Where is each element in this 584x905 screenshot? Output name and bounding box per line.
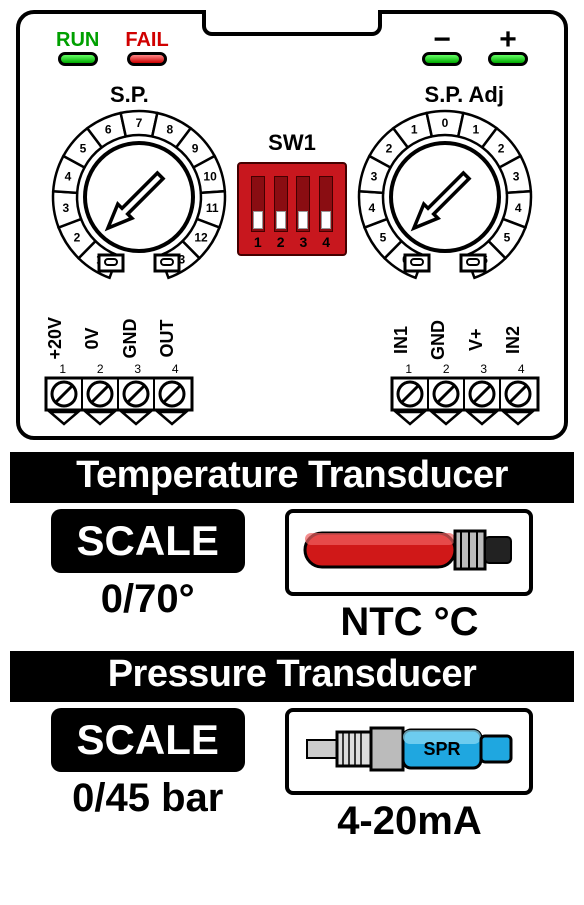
temperature-sensor: NTC °C [285,509,533,645]
dial-sp[interactable]: 12345678910111213 [44,102,234,302]
scale-label: SCALE [51,708,245,772]
pressure-row: SCALE 0/45 bar SPR 4-20mA [10,708,574,844]
pressure-sensor: SPR 4-20mA [285,708,533,844]
pressure-banner: Pressure Transducer [10,651,574,702]
tb-label: IN2 [503,320,539,360]
pressure-sensor-icon: SPR [285,708,533,795]
scale-label: SCALE [51,509,245,573]
svg-text:8: 8 [166,123,173,137]
svg-text:5: 5 [504,230,511,244]
temperature-row: SCALE 0/70° NTC °C [10,509,574,645]
led-plus-label: + [488,30,528,50]
svg-text:2: 2 [498,142,505,156]
tb-label: IN1 [391,320,427,360]
spr-tag: SPR [424,739,461,759]
tb-left-svg [44,376,194,426]
led-minus: − [422,30,462,71]
led-fail-indicator [127,52,167,66]
scale-value: 0/45 bar [51,776,245,821]
tb-right-labels: IN1 GND V+ IN2 [390,320,540,360]
tb-right-nums: 1 2 3 4 [390,362,540,376]
led-plus-indicator [488,52,528,66]
top-notch [202,10,382,36]
tb-right-svg [390,376,540,426]
dip-switch: SW1 1 2 3 4 [237,130,347,256]
svg-text:5: 5 [380,230,387,244]
pressure-probe-svg: SPR [299,718,519,780]
svg-text:7: 7 [136,116,143,130]
ntc-label: NTC °C [285,600,533,645]
svg-text:2: 2 [74,230,81,244]
led-fail-label: FAIL [125,30,168,50]
svg-text:3: 3 [371,169,378,183]
led-plus: + [488,30,528,71]
dial-spadj[interactable]: 6543210123456 [350,102,540,302]
led-minus-label: − [422,30,462,50]
led-run-label: RUN [56,30,99,50]
terminal-block-left: +20V 0V GND OUT 1 2 3 4 [44,317,194,426]
scale-value: 0/70° [51,577,245,622]
tb-label: +20V [45,317,81,360]
terminal-block-right: IN1 GND V+ IN2 1 2 3 4 [390,320,540,426]
led-minus-indicator [422,52,462,66]
dip-sw-1[interactable]: 1 [250,176,266,250]
led-run: RUN [56,30,99,71]
tb-label: 0V [82,317,118,360]
ntc-probe-svg [299,519,519,581]
temperature-banner: Temperature Transducer [10,452,574,503]
tb-label: GND [428,320,464,360]
svg-text:4: 4 [515,201,522,215]
led-run-indicator [58,52,98,66]
svg-text:3: 3 [513,169,520,183]
svg-text:1: 1 [472,123,479,137]
tb-label: GND [120,317,156,360]
controller-module: RUN FAIL − + S.P. S.P. Adj 1234567891011… [16,10,568,440]
svg-text:3: 3 [62,201,69,215]
tb-label: V+ [466,320,502,360]
temperature-scale: SCALE 0/70° [51,509,245,622]
pressure-label: 4-20mA [285,799,533,844]
dip-sw-4[interactable]: 4 [318,176,334,250]
tb-left-nums: 1 2 3 4 [44,362,194,376]
led-fail: FAIL [125,30,168,71]
svg-text:0: 0 [442,116,449,130]
svg-text:2: 2 [386,142,393,156]
ntc-sensor-icon [285,509,533,596]
led-group-plus-minus: − + [422,30,528,71]
svg-text:4: 4 [65,169,72,183]
svg-text:5: 5 [80,142,87,156]
svg-text:10: 10 [203,169,217,183]
pressure-scale: SCALE 0/45 bar [51,708,245,821]
svg-text:1: 1 [411,123,418,137]
dip-sw-2[interactable]: 2 [273,176,289,250]
dip-sw-3[interactable]: 3 [295,176,311,250]
svg-text:4: 4 [368,201,375,215]
dip-label: SW1 [237,130,347,156]
svg-text:6: 6 [105,123,112,137]
svg-text:12: 12 [194,230,208,244]
dip-body: 1 2 3 4 [237,162,347,256]
tb-left-labels: +20V 0V GND OUT [44,317,194,360]
svg-text:9: 9 [192,142,199,156]
svg-text:11: 11 [206,201,219,215]
led-group-run-fail: RUN FAIL [56,30,169,71]
tb-label: OUT [157,317,193,360]
